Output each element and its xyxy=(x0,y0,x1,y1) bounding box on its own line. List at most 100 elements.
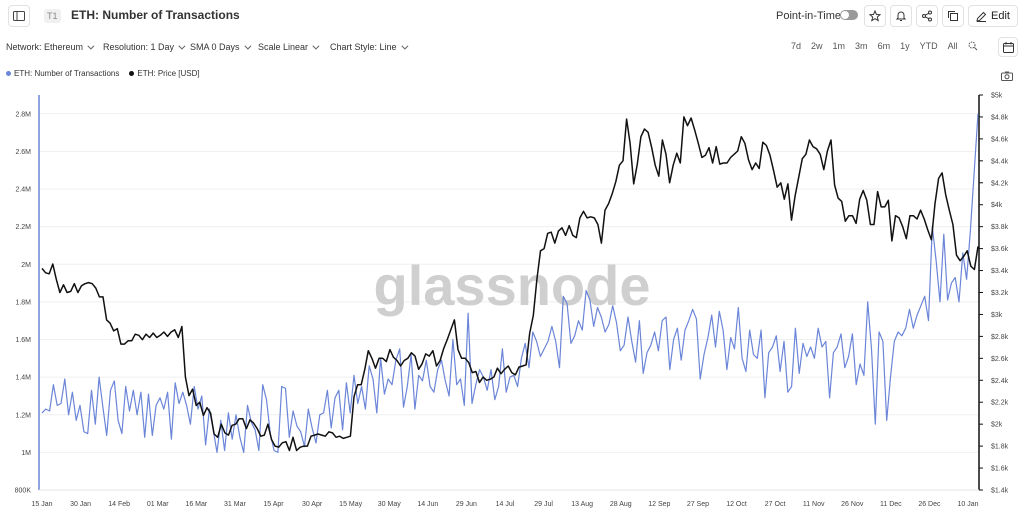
x-tick-label: 26 Nov xyxy=(841,501,864,508)
x-tick-label: 15 Jan xyxy=(31,501,52,508)
page-title: ETH: Number of Transactions xyxy=(71,8,240,22)
alert-button[interactable] xyxy=(890,5,912,27)
y-right-tick-label: $4.6k xyxy=(991,136,1009,143)
bell-icon xyxy=(895,11,907,21)
y-left-tick-label: 1.4M xyxy=(15,375,31,382)
y-left-tick-label: 2.2M xyxy=(15,224,31,231)
legend-item-transactions[interactable]: ETH: Number of Transactions xyxy=(6,69,119,78)
zoom-button[interactable] xyxy=(963,38,983,56)
y-left-tick-label: 2.4M xyxy=(15,187,31,194)
x-tick-label: 16 Mar xyxy=(185,501,207,508)
y-right-tick-label: $2.8k xyxy=(991,334,1009,341)
x-axis: 15 Jan 30 Jan 14 Feb 01 Mar 16 Mar 31 Mar 15 A… xyxy=(31,489,979,508)
x-tick-label: 30 May xyxy=(378,501,401,508)
point-in-time-label: Point-in-Time xyxy=(776,10,841,22)
point-in-time-toggle[interactable] xyxy=(840,10,858,20)
share-button[interactable] xyxy=(916,5,938,27)
range-1y-button[interactable]: 1y xyxy=(900,41,910,51)
screenshot-button[interactable] xyxy=(1001,71,1013,84)
sidebar-toggle-button[interactable] xyxy=(8,5,30,27)
chevron-down-icon xyxy=(178,42,186,50)
x-tick-label: 14 Feb xyxy=(108,501,130,508)
x-tick-label: 27 Oct xyxy=(765,501,786,508)
y-right-tick-label: $1.4k xyxy=(991,488,1009,495)
chevron-down-icon xyxy=(243,42,251,50)
y-left-tick-label: 1.6M xyxy=(15,337,31,344)
chevron-down-icon xyxy=(400,42,408,50)
x-tick-label: 15 Apr xyxy=(263,501,284,508)
range-3m-button[interactable]: 3m xyxy=(855,41,868,51)
y-right-tick-label: $2.6k xyxy=(991,356,1009,363)
tier-badge: T1 xyxy=(44,9,61,23)
x-tick-label: 13 Aug xyxy=(571,501,593,508)
y-left-tick-label: 1M xyxy=(21,450,31,457)
y-right-tick-label: $1.8k xyxy=(991,444,1009,451)
y-right-tick-label: $3k xyxy=(991,312,1003,319)
chart-canvas[interactable]: glassnode 800K 1M 1.2M 1.4M 1.6M 1.8M 2M 2.2M 2.… xyxy=(0,80,1024,516)
calendar-icon xyxy=(1002,41,1014,53)
x-tick-label: 12 Oct xyxy=(726,501,747,508)
chevron-down-icon xyxy=(312,42,320,50)
x-tick-label: 30 Jan xyxy=(70,501,91,508)
legend-item-price[interactable]: ETH: Price [USD] xyxy=(129,69,200,78)
y-right-tick-label: $3.8k xyxy=(991,224,1009,231)
y-left-tick-label: 1.2M xyxy=(15,412,31,419)
chart-legend: ETH: Number of Transactions ETH: Price [… xyxy=(6,69,200,78)
grid-lines xyxy=(39,113,979,491)
legend-label: ETH: Number of Transactions xyxy=(14,69,120,78)
x-tick-label: 14 Jul xyxy=(496,501,515,508)
chart-style-select[interactable]: Chart Style: Line xyxy=(330,42,408,52)
x-tick-label: 10 Jan xyxy=(957,501,978,508)
y-right-tick-label: $4.8k xyxy=(991,114,1009,121)
edit-button[interactable]: Edit xyxy=(968,5,1018,27)
y-right-tick-label: $2k xyxy=(991,422,1003,429)
y-right-tick-label: $4k xyxy=(991,202,1003,209)
zoom-icon xyxy=(968,41,977,51)
y-right-tick-label: $2.4k xyxy=(991,378,1009,385)
y-left-tick-label: 2M xyxy=(21,262,31,269)
range-all-button[interactable]: All xyxy=(947,41,958,51)
range-6m-button[interactable]: 6m xyxy=(877,41,891,51)
sidebar-icon xyxy=(13,11,25,21)
series-group xyxy=(41,113,979,453)
range-2w-button[interactable]: 2w xyxy=(811,41,823,51)
right-axis: $1.4k $1.6k $1.8k $2k $2.2k $2.4k $2.6k $2.8k $3… xyxy=(978,93,1009,495)
y-left-tick-label: 1.8M xyxy=(15,299,31,306)
share-icon xyxy=(922,10,932,22)
x-tick-label: 11 Nov xyxy=(803,501,825,508)
duplicate-button[interactable] xyxy=(942,5,964,27)
y-right-tick-label: $2.2k xyxy=(991,400,1009,407)
favorite-button[interactable] xyxy=(864,5,886,27)
camera-icon xyxy=(1001,71,1013,81)
resolution-select[interactable]: Resolution: 1 Day xyxy=(103,42,186,52)
edit-label: Edit xyxy=(991,10,1010,22)
range-7d-button[interactable]: 7d xyxy=(791,41,802,51)
range-1m-button[interactable]: 1m xyxy=(832,41,846,51)
range-ytd-button[interactable]: YTD xyxy=(919,41,938,51)
price-series-line xyxy=(41,116,979,452)
x-tick-label: 15 May xyxy=(339,501,362,508)
network-select[interactable]: Network: Ethereum xyxy=(6,42,95,52)
legend-dot xyxy=(6,71,11,76)
x-tick-label: 29 Jun xyxy=(456,501,477,508)
pencil-icon xyxy=(976,11,987,22)
x-tick-label: 28 Aug xyxy=(610,501,632,508)
watermark: glassnode xyxy=(374,254,651,317)
y-right-tick-label: $1.6k xyxy=(991,466,1009,473)
x-tick-label: 27 Sep xyxy=(687,501,709,508)
x-tick-label: 29 Jul xyxy=(534,501,553,508)
x-tick-label: 30 Apr xyxy=(302,501,323,508)
scale-select[interactable]: Scale Linear xyxy=(258,42,320,52)
y-left-tick-label: 2.8M xyxy=(15,111,31,118)
y-right-tick-label: $4.4k xyxy=(991,158,1009,165)
y-right-tick-label: $4.2k xyxy=(991,180,1009,187)
y-right-tick-label: $3.4k xyxy=(991,268,1009,275)
chart-header: T1 ETH: Number of Transactions Point-in-… xyxy=(0,0,1024,32)
x-tick-label: 11 Dec xyxy=(880,501,902,508)
date-picker-button[interactable] xyxy=(998,37,1018,57)
y-left-tick-label: 2.6M xyxy=(15,149,31,156)
x-tick-label: 26 Dec xyxy=(918,501,941,508)
sma-select[interactable]: SMA 0 Days xyxy=(190,42,251,52)
chevron-down-icon xyxy=(87,42,95,50)
left-axis: 800K 1M 1.2M 1.4M 1.6M 1.8M 2M 2.2M 2.4M 2.6M 2.8M xyxy=(15,95,40,495)
